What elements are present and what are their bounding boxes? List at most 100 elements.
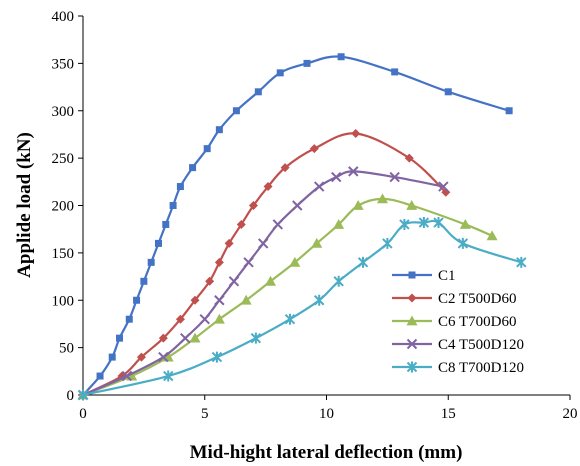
- data-point-marker: [250, 332, 262, 344]
- data-point-marker: [303, 59, 311, 67]
- data-point-marker: [337, 53, 345, 61]
- series-line: [82, 170, 444, 397]
- y-tick-label: 350: [52, 56, 75, 72]
- legend-swatch-marker: [408, 271, 416, 279]
- legend-swatch-marker: [406, 361, 418, 373]
- legend-label: C4 T500D120: [438, 337, 524, 353]
- data-point-marker: [406, 200, 418, 210]
- data-point-marker: [214, 257, 224, 267]
- data-point-marker: [404, 153, 414, 163]
- legend-swatch-marker: [406, 338, 418, 350]
- data-point-marker: [133, 296, 141, 304]
- data-point-marker: [203, 145, 211, 153]
- data-point-marker: [263, 182, 273, 192]
- data-point-marker: [190, 295, 200, 305]
- data-point-marker: [391, 68, 399, 76]
- data-point-marker: [352, 200, 364, 210]
- data-point-marker: [213, 313, 225, 324]
- legend-item: C1: [392, 268, 456, 284]
- data-point-marker: [121, 370, 133, 382]
- data-point-marker: [189, 164, 197, 172]
- legend-label: C2 T500D60: [438, 291, 516, 307]
- data-point-marker: [357, 256, 369, 268]
- data-point-marker: [116, 334, 124, 342]
- data-point-marker: [180, 332, 191, 344]
- data-point-marker: [248, 201, 258, 210]
- data-point-marker: [96, 372, 104, 380]
- data-point-marker: [516, 256, 527, 268]
- data-point-marker: [311, 237, 323, 248]
- data-point-marker: [236, 219, 246, 229]
- data-point-marker: [169, 202, 177, 209]
- data-point-marker: [486, 230, 498, 241]
- data-point-marker: [158, 333, 168, 343]
- data-point-marker: [232, 107, 240, 115]
- y-tick-label: 300: [52, 104, 75, 120]
- data-point-marker: [243, 257, 254, 268]
- x-tick-label: 20: [563, 406, 578, 422]
- data-point-marker: [399, 218, 410, 230]
- data-point-marker: [348, 166, 359, 177]
- x-tick-label: 10: [319, 406, 334, 422]
- data-point-marker: [505, 107, 513, 115]
- data-point-marker: [272, 219, 284, 230]
- legend-label: C8 T700D120: [438, 360, 524, 376]
- legend-item: C2 T500D60: [392, 291, 516, 307]
- data-point-marker: [289, 256, 301, 267]
- legend-label: C1: [438, 268, 456, 284]
- data-point-marker: [214, 295, 225, 306]
- data-point-marker: [175, 314, 185, 324]
- data-point-marker: [333, 218, 345, 229]
- data-point-marker: [158, 351, 169, 363]
- data-point-marker: [284, 313, 296, 325]
- series-4: [77, 166, 449, 401]
- data-point-marker: [163, 370, 174, 382]
- y-tick-label: 100: [52, 293, 75, 309]
- legend-item: C6 T700D60: [392, 314, 516, 330]
- y-tick-label: 200: [52, 199, 75, 215]
- data-point-marker: [108, 353, 116, 361]
- data-point-marker: [125, 315, 133, 323]
- data-point-marker: [276, 69, 284, 77]
- series-layer: [77, 53, 527, 401]
- data-point-marker: [162, 220, 170, 228]
- data-point-marker: [459, 218, 471, 229]
- data-point-marker: [438, 181, 449, 192]
- axes: 0 50 100 150 200 250 300 350 400 0 5 10 15 20: [52, 9, 578, 422]
- data-point-marker: [351, 128, 361, 138]
- data-point-marker: [228, 276, 240, 287]
- data-point-marker: [199, 313, 210, 325]
- series-2: [78, 128, 451, 400]
- legend-item: C4 T500D120: [392, 337, 524, 353]
- data-point-marker: [418, 217, 430, 229]
- data-point-marker: [136, 352, 146, 362]
- data-point-marker: [280, 163, 290, 173]
- x-axis-title: Mid-hight lateral deflection (mm): [190, 442, 463, 463]
- data-point-marker: [240, 294, 252, 305]
- data-point-marker: [377, 193, 389, 204]
- y-tick-label: 150: [52, 246, 75, 262]
- x-tick-label: 5: [201, 406, 209, 422]
- data-point-marker: [176, 183, 184, 191]
- data-point-marker: [154, 239, 162, 247]
- legend: C1 C2 T500D60 C6 T700D60 C4 T500D120 C8 T700…: [392, 268, 524, 376]
- data-point-marker: [257, 238, 269, 249]
- y-tick-label: 400: [52, 9, 75, 25]
- series-5: [77, 217, 527, 401]
- data-point-marker: [224, 238, 234, 248]
- data-point-marker: [313, 294, 325, 306]
- y-tick-label: 250: [52, 151, 75, 167]
- data-point-marker: [211, 351, 223, 363]
- data-point-marker: [205, 276, 215, 286]
- x-tick-label: 0: [79, 406, 87, 422]
- legend-swatch-marker: [406, 315, 418, 326]
- data-point-marker: [189, 332, 201, 343]
- data-point-marker: [254, 88, 262, 96]
- data-point-marker: [444, 88, 452, 96]
- legend-item: C8 T700D120: [392, 360, 524, 376]
- data-point-marker: [389, 171, 400, 183]
- x-tick-label: 15: [441, 406, 456, 422]
- data-point-marker: [309, 144, 319, 154]
